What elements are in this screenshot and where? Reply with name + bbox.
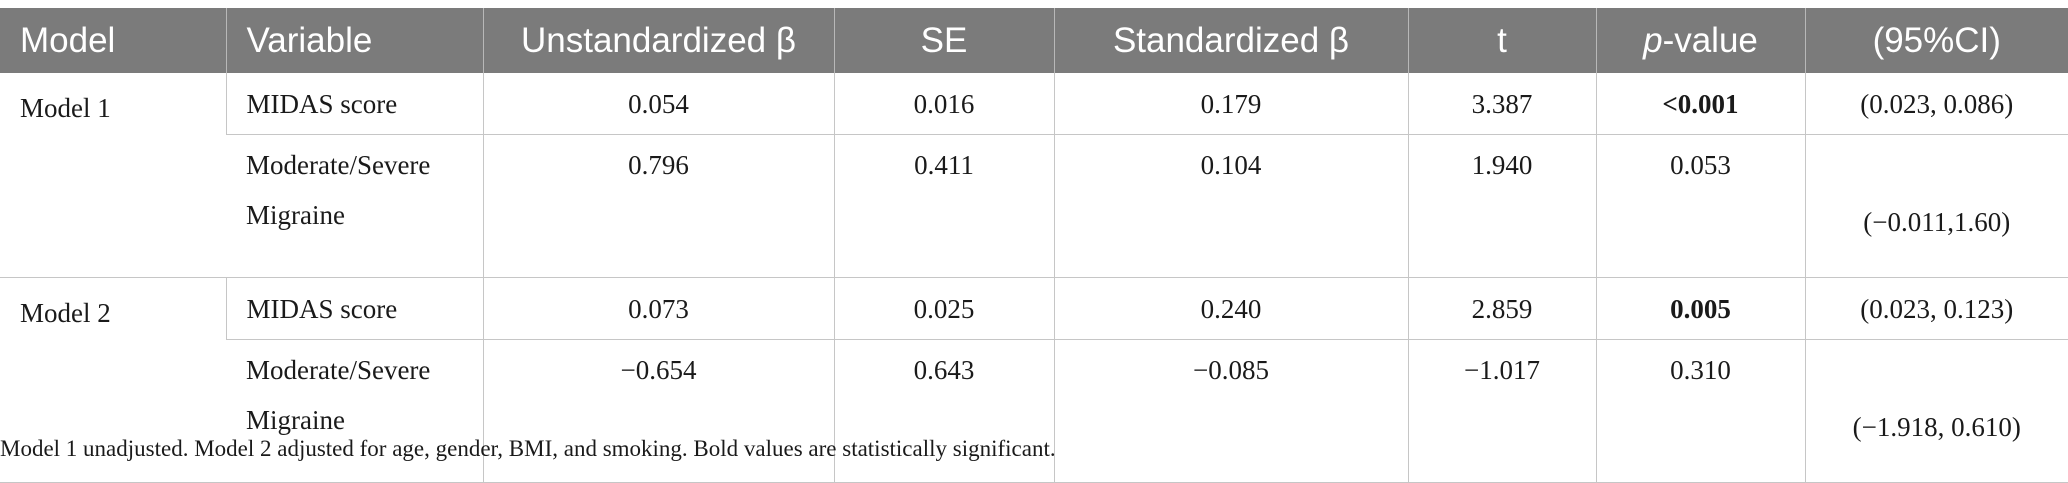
header-standardized-beta: Standardized β xyxy=(1053,8,1408,73)
model-cell: Model 1 xyxy=(0,73,226,278)
standardized-beta-cell: 0.104 xyxy=(1053,134,1408,278)
header-p-value: p-value xyxy=(1595,8,1805,73)
table-header: Model Variable Unstandardized β SE Stand… xyxy=(0,8,2068,73)
unstandardized-beta-cell: −0.654 xyxy=(482,339,834,483)
header-se: SE xyxy=(833,8,1054,73)
header-variable: Variable xyxy=(225,8,483,73)
variable-line-1: Moderate/Severe xyxy=(246,150,431,180)
header-row: Model Variable Unstandardized β SE Stand… xyxy=(0,8,2068,73)
table-body: Model 1 MIDAS score 0.054 0.016 0.179 3.… xyxy=(0,73,2068,483)
table-row: Model 2 MIDAS score 0.073 0.025 0.240 2.… xyxy=(0,277,2068,483)
ci-cell: (−0.011,1.60) xyxy=(1804,134,2068,278)
t-cell: 3.387 xyxy=(1407,73,1596,135)
header-t: t xyxy=(1407,8,1596,73)
table-row: Moderate/Severe Migraine 0.796 0.411 0.10… xyxy=(0,134,2068,278)
variable-cell: MIDAS score xyxy=(225,277,483,340)
ci-cell: (0.023, 0.086) xyxy=(1804,73,2068,135)
regression-table: Model Variable Unstandardized β SE Stand… xyxy=(0,8,2068,483)
unstandardized-beta-cell: 0.073 xyxy=(482,277,834,340)
standardized-beta-cell: 0.240 xyxy=(1053,277,1408,340)
p-value-cell: <0.001 xyxy=(1595,73,1805,135)
table-row: Moderate/Severe Migraine −0.654 0.643 −0.… xyxy=(0,339,2068,483)
regression-table-container: Model Variable Unstandardized β SE Stand… xyxy=(0,8,2068,483)
variable-line-1: Moderate/Severe xyxy=(246,355,431,385)
standardized-beta-cell: 0.179 xyxy=(1053,73,1408,135)
header-p-rest: -value xyxy=(1662,20,1758,60)
se-cell: 0.025 xyxy=(833,277,1054,340)
t-cell: −1.017 xyxy=(1407,339,1596,483)
header-unstandardized-beta: Unstandardized β xyxy=(482,8,834,73)
ci-cell: (−1.918, 0.610) xyxy=(1804,339,2068,483)
unstandardized-beta-cell: 0.054 xyxy=(482,73,834,135)
variable-cell: Moderate/Severe Migraine xyxy=(226,134,483,278)
se-cell: 0.016 xyxy=(833,73,1054,135)
variable-cell: Moderate/Severe Migraine xyxy=(226,339,483,483)
p-value-cell: 0.005 xyxy=(1595,277,1805,340)
table-row: Model 1 MIDAS score 0.054 0.016 0.179 3.… xyxy=(0,73,2068,278)
t-cell: 2.859 xyxy=(1407,277,1596,340)
p-value-cell: 0.053 xyxy=(1595,134,1805,278)
header-ci: (95%CI) xyxy=(1804,8,2068,73)
header-p-italic: p xyxy=(1643,20,1663,60)
header-model: Model xyxy=(0,8,226,73)
t-cell: 1.940 xyxy=(1407,134,1596,278)
model-cell: Model 2 xyxy=(0,277,226,483)
ci-cell: (0.023, 0.123) xyxy=(1804,277,2068,340)
se-cell: 0.411 xyxy=(833,134,1054,278)
p-value-cell: 0.310 xyxy=(1595,339,1805,483)
se-cell: 0.643 xyxy=(833,339,1054,483)
variable-cell: MIDAS score xyxy=(225,73,483,135)
variable-line-2: Migraine xyxy=(246,200,345,230)
table-footnote: Model 1 unadjusted. Model 2 adjusted for… xyxy=(0,436,1056,461)
variable-line-2: Migraine xyxy=(246,405,345,435)
unstandardized-beta-cell: 0.796 xyxy=(482,134,834,278)
standardized-beta-cell: −0.085 xyxy=(1053,339,1408,483)
